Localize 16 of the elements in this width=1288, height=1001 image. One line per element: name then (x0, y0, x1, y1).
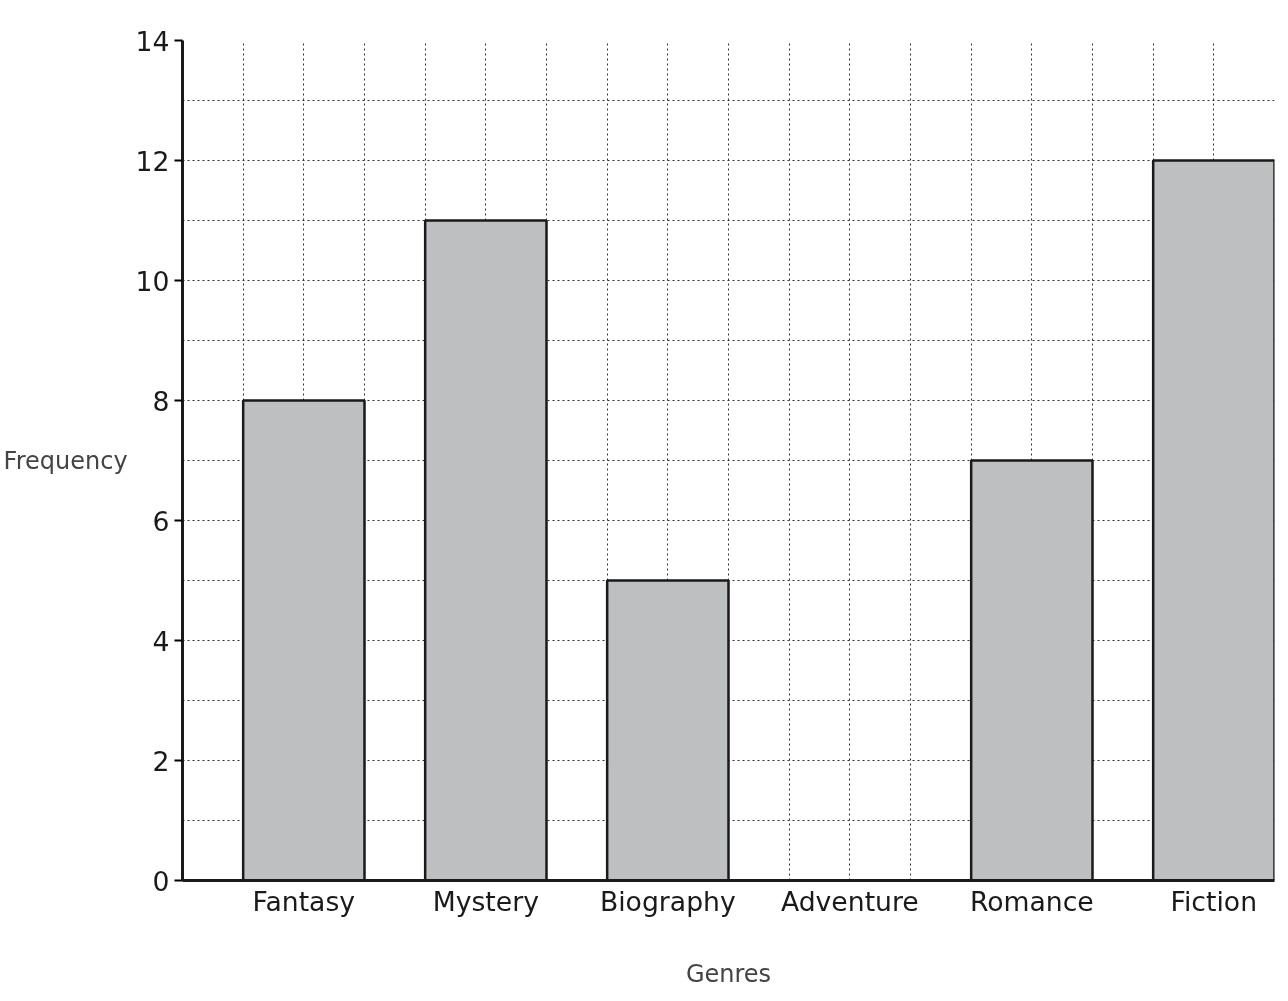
y-tick-label: 2 (152, 745, 170, 777)
y-tick-label: 4 (152, 625, 170, 657)
y-tick-label: 6 (152, 505, 170, 537)
x-axis-title: Genres (685, 959, 772, 988)
x-tick-label: Fantasy (252, 885, 356, 917)
y-tick-label: 10 (135, 265, 170, 297)
x-tick-label: Romance (969, 885, 1094, 917)
x-tick-label: Mystery (432, 885, 539, 917)
y-axis-title: Frequency (3, 446, 128, 475)
y-tick-label: 0 (152, 865, 170, 897)
x-tick-label: Biography (599, 885, 736, 917)
y-tick-label: 8 (152, 385, 170, 417)
y-tick-label: 14 (135, 25, 170, 57)
x-tick-label: Fiction (1170, 885, 1258, 917)
x-tick-label: Adventure (780, 885, 919, 917)
y-tick-label: 12 (135, 145, 170, 177)
